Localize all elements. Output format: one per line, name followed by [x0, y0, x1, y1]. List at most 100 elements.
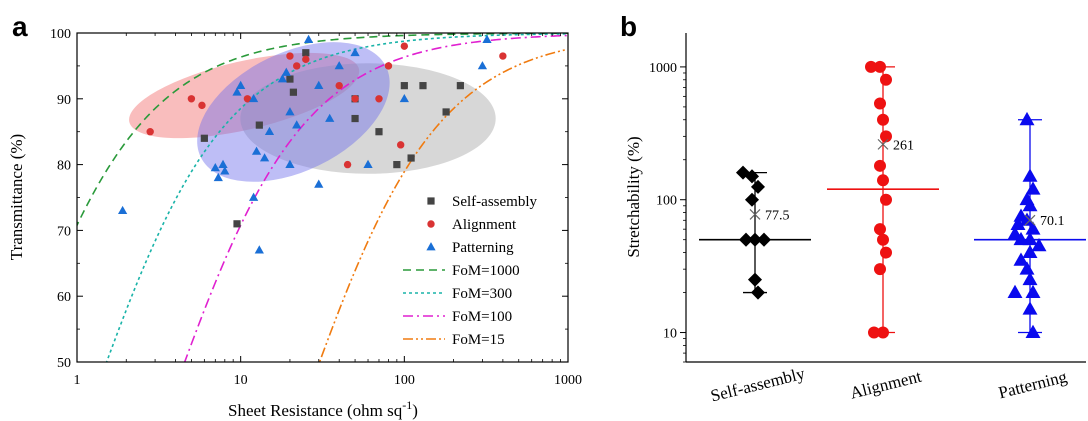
data-point-self-assembly: [375, 128, 383, 136]
y-tick-label: 100: [656, 194, 677, 209]
data-point-alignment: [187, 95, 196, 103]
data-point-patterning: [1010, 216, 1026, 231]
data-point-patterning: [281, 67, 291, 76]
data-point-alignment: [874, 60, 886, 73]
data-point-patterning: [314, 80, 324, 89]
data-point-patterning: [303, 34, 314, 43]
fom-curve-300: [105, 33, 568, 362]
data-point-alignment: [400, 42, 409, 50]
data-point-self-assembly: [407, 154, 415, 162]
data-point-alignment: [874, 97, 886, 110]
data-point-self-assembly: [747, 232, 763, 247]
data-point-patterning: [210, 163, 220, 172]
data-point-patterning: [1019, 212, 1035, 226]
data-point-patterning: [325, 113, 335, 122]
data-point-patterning: [292, 120, 302, 129]
data-point-patterning: [220, 166, 230, 175]
data-point-alignment: [384, 62, 393, 70]
data-point-alignment: [302, 55, 310, 64]
y-tick-label: 90: [57, 93, 71, 108]
x-tick-label: 1000: [554, 373, 582, 388]
mean-label-self-assembly: 77.5: [765, 208, 790, 223]
legend-label: FoM=1000: [452, 263, 520, 279]
data-point-patterning: [1022, 244, 1038, 259]
data-point-patterning: [350, 47, 360, 57]
data-point-self-assembly: [456, 82, 464, 90]
data-point-patterning: [1031, 237, 1047, 252]
data-point-patterning: [334, 61, 344, 70]
data-point-alignment: [243, 95, 252, 103]
data-point-patterning: [254, 245, 264, 254]
data-point-alignment: [198, 101, 206, 110]
y-tick-label: 80: [57, 159, 71, 174]
data-point-self-assembly: [419, 82, 427, 90]
data-point-patterning: [399, 93, 409, 103]
legend-label: FoM=15: [452, 332, 505, 348]
data-point-patterning: [1025, 221, 1041, 235]
data-point-self-assembly: [442, 108, 450, 116]
data-point-patterning: [285, 159, 295, 168]
data-point-self-assembly: [750, 179, 766, 194]
legend-marker-patterning: [426, 242, 436, 251]
data-point-self-assembly: [289, 88, 298, 96]
data-point-self-assembly: [747, 272, 763, 287]
y-tick-label: 1000: [649, 61, 677, 76]
x-category-label: Self-assembly: [709, 364, 808, 406]
data-point-patterning: [1019, 261, 1035, 275]
chart-a-x-axis-title: Sheet Resistance (ohm sq-1): [228, 398, 418, 420]
data-point-alignment: [868, 326, 880, 339]
legend-label: Alignment: [452, 217, 517, 233]
x-category-label: Patterning: [996, 367, 1069, 402]
data-point-patterning: [251, 146, 262, 155]
data-point-self-assembly: [750, 285, 766, 300]
panel-b-letter: b: [620, 11, 637, 42]
chart-b-content: 77.5 261 70.1: [699, 60, 1086, 339]
data-point-patterning: [1025, 181, 1041, 195]
data-point-alignment: [877, 326, 889, 339]
data-point-alignment: [880, 246, 892, 259]
data-point-patterning: [213, 172, 223, 182]
data-point-self-assembly: [233, 220, 241, 228]
data-point-alignment: [874, 159, 886, 172]
y-tick-label: 50: [57, 356, 71, 371]
data-point-patterning: [363, 159, 373, 168]
data-point-self-assembly: [738, 232, 754, 247]
legend-marker-self-assembly: [427, 197, 435, 205]
y-tick-label: 10: [663, 327, 677, 342]
data-point-patterning: [236, 80, 246, 89]
mean-marker-patterning: [1024, 214, 1036, 226]
data-point-alignment: [880, 73, 892, 86]
data-point-alignment: [877, 233, 889, 246]
chart-a-axes: 1 10 100 1000 50 60 70 80 90 100: [50, 27, 582, 388]
data-point-self-assembly: [200, 134, 208, 142]
mean-marker-self-assembly: [749, 208, 761, 220]
chart-a-points: [118, 34, 507, 254]
x-tick-label: 100: [394, 373, 415, 388]
data-point-alignment: [146, 128, 154, 136]
data-point-patterning: [1025, 324, 1041, 338]
data-point-alignment: [874, 263, 886, 276]
data-point-patterning: [277, 74, 288, 83]
data-point-patterning: [1007, 284, 1023, 298]
data-point-alignment: [877, 174, 889, 187]
data-point-patterning: [1022, 197, 1038, 212]
data-point-self-assembly: [756, 232, 772, 247]
data-point-alignment: [335, 81, 343, 90]
data-point-alignment: [865, 60, 877, 73]
data-point-patterning: [118, 205, 128, 215]
data-point-self-assembly: [351, 114, 359, 123]
chart-a-region-0: [129, 52, 360, 139]
fom-curve-100: [183, 34, 568, 362]
data-point-patterning: [1022, 301, 1038, 315]
mean-label-patterning: 70.1: [1040, 214, 1065, 229]
x-tick-label: 10: [234, 373, 248, 388]
chart-a-regions: [129, 42, 496, 182]
data-point-patterning: [314, 179, 324, 188]
chart-a-legend: Self-assembly Alignment Patterning FoM=1000…: [403, 194, 537, 348]
data-point-patterning: [1022, 168, 1038, 182]
data-point-patterning: [1025, 284, 1041, 298]
chart-a-region-2: [197, 42, 390, 182]
legend-label: Patterning: [452, 240, 514, 256]
chart-a-region-1: [240, 63, 496, 174]
